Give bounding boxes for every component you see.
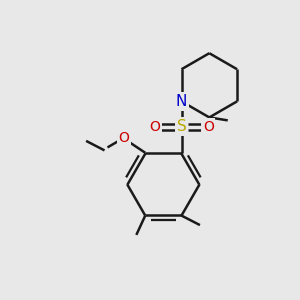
Text: O: O	[149, 120, 160, 134]
Text: N: N	[176, 94, 187, 109]
Text: O: O	[118, 131, 129, 145]
Text: S: S	[177, 119, 186, 134]
Text: O: O	[203, 120, 214, 134]
